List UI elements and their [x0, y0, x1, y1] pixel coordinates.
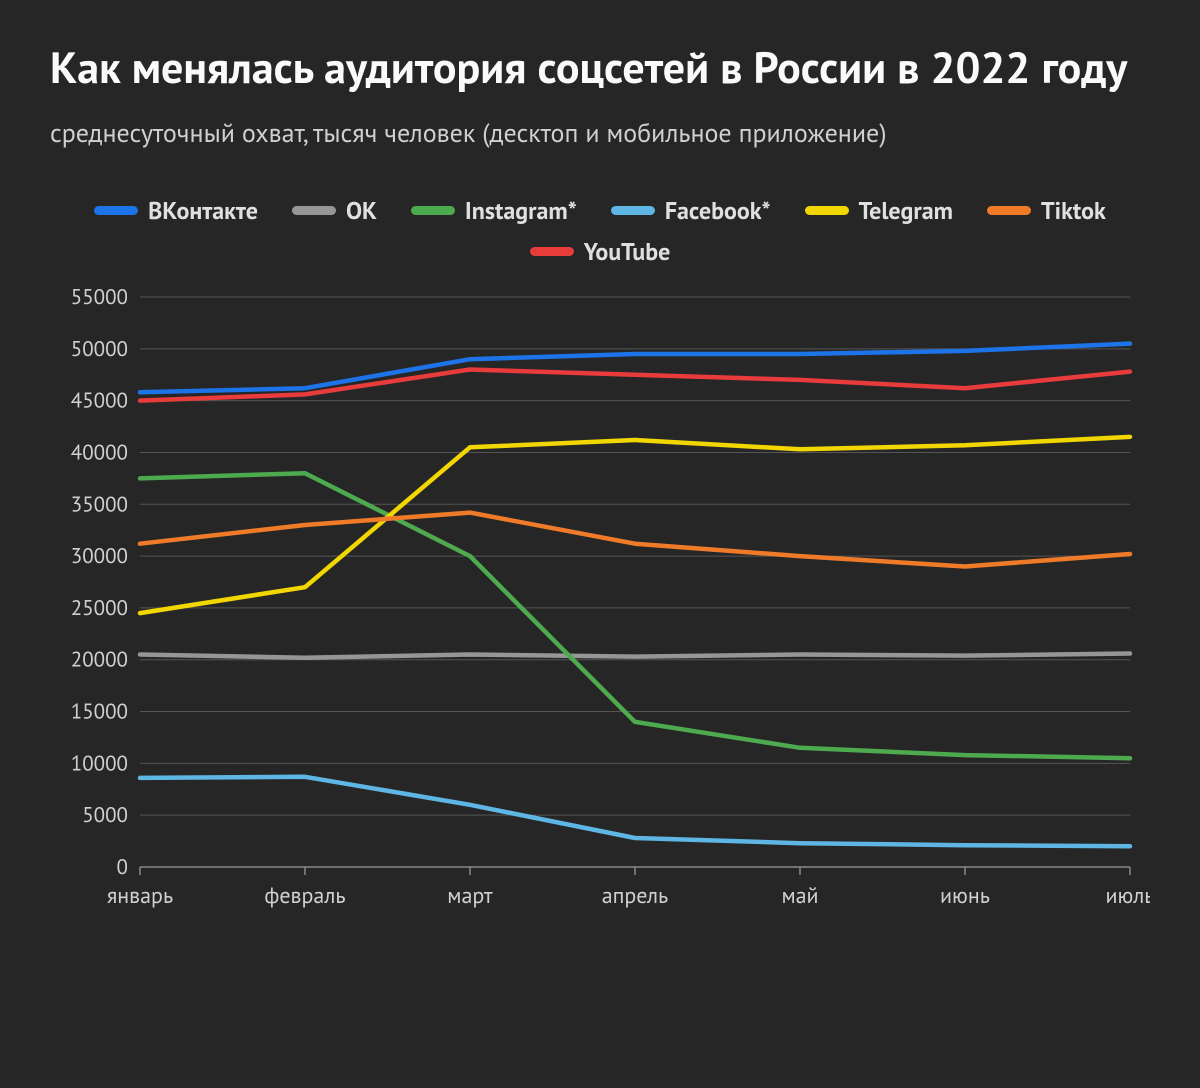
series-line — [140, 653, 1130, 657]
chart-title: Как менялась аудитория соцсетей в России… — [50, 40, 1150, 95]
chart-subtitle: среднесуточный охват, тысяч человек (дес… — [50, 113, 1150, 155]
x-tick-label: февраль — [264, 882, 345, 910]
series-line — [140, 369, 1130, 400]
series-line — [140, 776, 1130, 846]
x-tick-label: июль — [1106, 882, 1150, 910]
y-tick-label: 45000 — [71, 386, 128, 413]
legend: ВКонтакте ОК Instagram* Facebook* Telegram Ti… — [50, 195, 1150, 267]
x-tick-label: январь — [107, 882, 173, 910]
legend-label: Telegram — [859, 195, 953, 226]
y-tick-label: 10000 — [71, 749, 128, 776]
y-tick-label: 40000 — [71, 438, 128, 465]
legend-label: Instagram* — [465, 195, 577, 226]
y-tick-label: 15000 — [71, 697, 128, 724]
series-line — [140, 512, 1130, 566]
legend-label: Tiktok — [1041, 195, 1106, 226]
x-tick-label: май — [781, 882, 818, 910]
y-tick-label: 20000 — [71, 645, 128, 672]
legend-label: YouTube — [584, 236, 671, 267]
legend-item: Instagram* — [411, 195, 577, 226]
y-tick-label: 55000 — [71, 287, 128, 310]
legend-swatch — [530, 247, 574, 256]
legend-item: ВКонтакте — [94, 195, 258, 226]
legend-item: Facebook* — [611, 195, 771, 226]
series-line — [140, 473, 1130, 758]
y-tick-label: 50000 — [71, 334, 128, 361]
y-tick-label: 25000 — [71, 594, 128, 621]
line-chart: 0 5000 10000 15000 20000 25000 30000 35000 40000… — [50, 287, 1150, 927]
x-tick-label: июнь — [940, 882, 990, 910]
y-tick-label: 0 — [117, 853, 128, 880]
legend-label: ВКонтакте — [148, 195, 258, 226]
legend-swatch — [411, 206, 455, 215]
legend-label: ОК — [346, 195, 377, 226]
y-tick-label: 5000 — [82, 801, 128, 828]
legend-item: YouTube — [530, 236, 671, 267]
legend-item: ОК — [292, 195, 377, 226]
legend-swatch — [292, 206, 336, 215]
legend-item: Telegram — [805, 195, 953, 226]
legend-item: Tiktok — [987, 195, 1106, 226]
legend-swatch — [987, 206, 1031, 215]
legend-swatch — [805, 206, 849, 215]
chart-svg: 0 5000 10000 15000 20000 25000 30000 35000 40000… — [50, 287, 1150, 927]
x-tick-label: март — [447, 882, 493, 910]
legend-swatch — [94, 206, 138, 215]
y-tick-label: 35000 — [71, 490, 128, 517]
legend-swatch — [611, 206, 655, 215]
y-tick-label: 30000 — [71, 542, 128, 569]
legend-label: Facebook* — [665, 195, 771, 226]
x-tick-label: апрель — [602, 882, 669, 910]
